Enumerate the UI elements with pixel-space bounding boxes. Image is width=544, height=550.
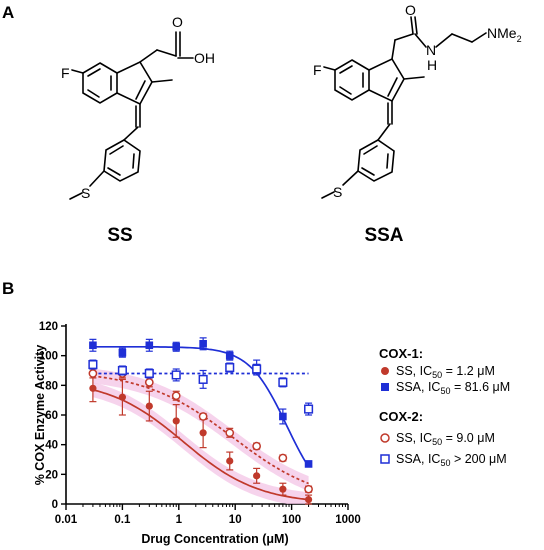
- ssa-carbonyl-oxygen-atom: O: [405, 2, 416, 18]
- data-point-cox-2-ssa: [88, 360, 98, 370]
- data-point-cox-1-ss: [89, 384, 97, 392]
- legend-marker-ssa-cox1: [381, 383, 389, 391]
- ss-hydroxyl-group: OH: [194, 50, 215, 66]
- legend-cox1-heading: COX-1:: [379, 346, 423, 361]
- data-point-cox-2-ssa: [252, 364, 262, 374]
- legend-marker-ss-cox1: [381, 367, 389, 375]
- ssa-amide-nitrogen-atom: N: [426, 42, 436, 58]
- ssa-structure-label: SSA: [364, 225, 403, 246]
- ssa-dimethylamino-group: NMe2: [487, 25, 522, 44]
- x-tick-label: 0.1: [114, 514, 131, 526]
- data-point-cox-2-ss: [88, 369, 98, 378]
- dose-response-plot: 0 20 40 60 80 100 120 0.01 0.1 1 10 100 1000: [39, 321, 361, 526]
- ss-sulfur-atom: S: [81, 185, 90, 201]
- structure-ss: [69, 31, 194, 200]
- plot-data-points: [88, 337, 314, 505]
- y-axis-title: % COX Enzyme Activity: [33, 345, 47, 486]
- plot-confidence-bands: [92, 368, 309, 504]
- data-point-cox-2-ss: [304, 484, 313, 494]
- data-point-cox-2-ss: [198, 412, 208, 421]
- data-point-cox-1-ss: [304, 495, 313, 504]
- ssa-phenyl-ring: [357, 139, 395, 182]
- ssa-amide-hydrogen-atom: H: [427, 57, 437, 73]
- y-tick-label: 120: [39, 321, 58, 333]
- x-tick-label: 1000: [335, 514, 361, 526]
- legend-cox2-heading: COX-2:: [379, 409, 423, 424]
- ss-phenyl-ring: [103, 139, 141, 182]
- legend-marker-ssa-cox2: [380, 454, 390, 464]
- data-point-cox-2-ssa: [198, 374, 208, 384]
- data-point-cox-2-ss: [144, 378, 154, 387]
- x-tick-label: 100: [282, 514, 301, 526]
- plot-axes: 0 20 40 60 80 100 120 0.01 0.1 1 10 100 1000: [39, 321, 361, 526]
- legend-label-ss-cox1: SS, IC50 = 1.2 μM: [396, 364, 495, 380]
- data-point-cox-2-ss: [278, 453, 288, 463]
- data-point-cox-2-ssa: [171, 370, 181, 380]
- ss-indene-five-ring: [116, 60, 153, 106]
- panel-letter-b: B: [2, 279, 14, 298]
- ssa-fluorine-atom: F: [313, 62, 322, 78]
- structure-ssa: [321, 16, 487, 199]
- ssa-sulfur-atom: S: [333, 184, 342, 200]
- data-point-cox-2-ssa: [225, 362, 235, 373]
- ss-fluorine-atom: F: [61, 65, 70, 81]
- data-point-cox-1-ss: [199, 429, 207, 437]
- legend-marker-ss-cox2: [380, 433, 390, 443]
- x-axis-title: Drug Concentration (μM): [141, 532, 288, 546]
- data-point-cox-2-ss: [252, 441, 261, 451]
- data-point-cox-1-ssa: [89, 341, 97, 350]
- data-point-cox-1-ssa: [225, 351, 234, 360]
- legend-label-ssa-cox2: SSA, IC50 > 200 μM: [396, 452, 507, 468]
- data-point-cox-2-ssa: [278, 377, 288, 387]
- ssa-indene-five-ring: [368, 57, 405, 103]
- y-tick-label: 100: [39, 351, 58, 363]
- x-tick-label: 1: [176, 514, 183, 526]
- fit-curve-cox-1-ssa: [92, 345, 310, 468]
- data-point-cox-2-ss: [171, 391, 181, 401]
- data-point-cox-2-ssa: [144, 368, 154, 379]
- data-point-cox-2-ssa: [304, 404, 314, 414]
- y-tick-label: 40: [45, 440, 58, 452]
- y-tick-label: 60: [45, 410, 58, 422]
- data-point-cox-1-ss: [145, 402, 153, 410]
- data-point-cox-1-ssa: [145, 341, 154, 350]
- panel-letter-a: A: [2, 3, 14, 22]
- data-point-cox-1-ss: [279, 485, 287, 493]
- data-point-cox-1-ss: [172, 417, 180, 425]
- data-point-cox-1-ssa: [118, 348, 127, 357]
- x-tick-label: 10: [229, 514, 242, 526]
- y-tick-label: 0: [52, 499, 58, 511]
- legend-label-ss-cox2: SS, IC50 = 9.0 μM: [396, 431, 495, 447]
- data-point-cox-2-ss: [225, 428, 235, 438]
- data-point-cox-2-ssa: [117, 365, 127, 376]
- data-point-cox-1-ss: [253, 472, 261, 480]
- y-tick-label: 20: [45, 469, 58, 481]
- data-point-cox-1-ss: [118, 393, 126, 401]
- data-point-cox-1-ssa: [199, 340, 207, 348]
- data-point-cox-1-ssa: [279, 412, 287, 421]
- confidence-band-2: [92, 368, 309, 491]
- y-tick-label: 80: [45, 380, 58, 392]
- legend-label-ssa-cox1: SSA, IC50 = 81.6 μM: [396, 380, 510, 396]
- data-point-cox-1-ssa: [304, 460, 313, 468]
- fit-curve-cox-1-ss: [92, 388, 309, 501]
- ss-structure-label: SS: [107, 225, 132, 246]
- data-point-cox-1-ss: [226, 457, 234, 465]
- data-point-cox-1-ssa: [172, 342, 181, 351]
- ss-carbonyl-oxygen-atom: O: [172, 14, 183, 30]
- legend: COX-1: SS, IC50 = 1.2 μM SSA, IC50 = 81.…: [379, 346, 510, 468]
- x-tick-label: 0.01: [55, 514, 78, 526]
